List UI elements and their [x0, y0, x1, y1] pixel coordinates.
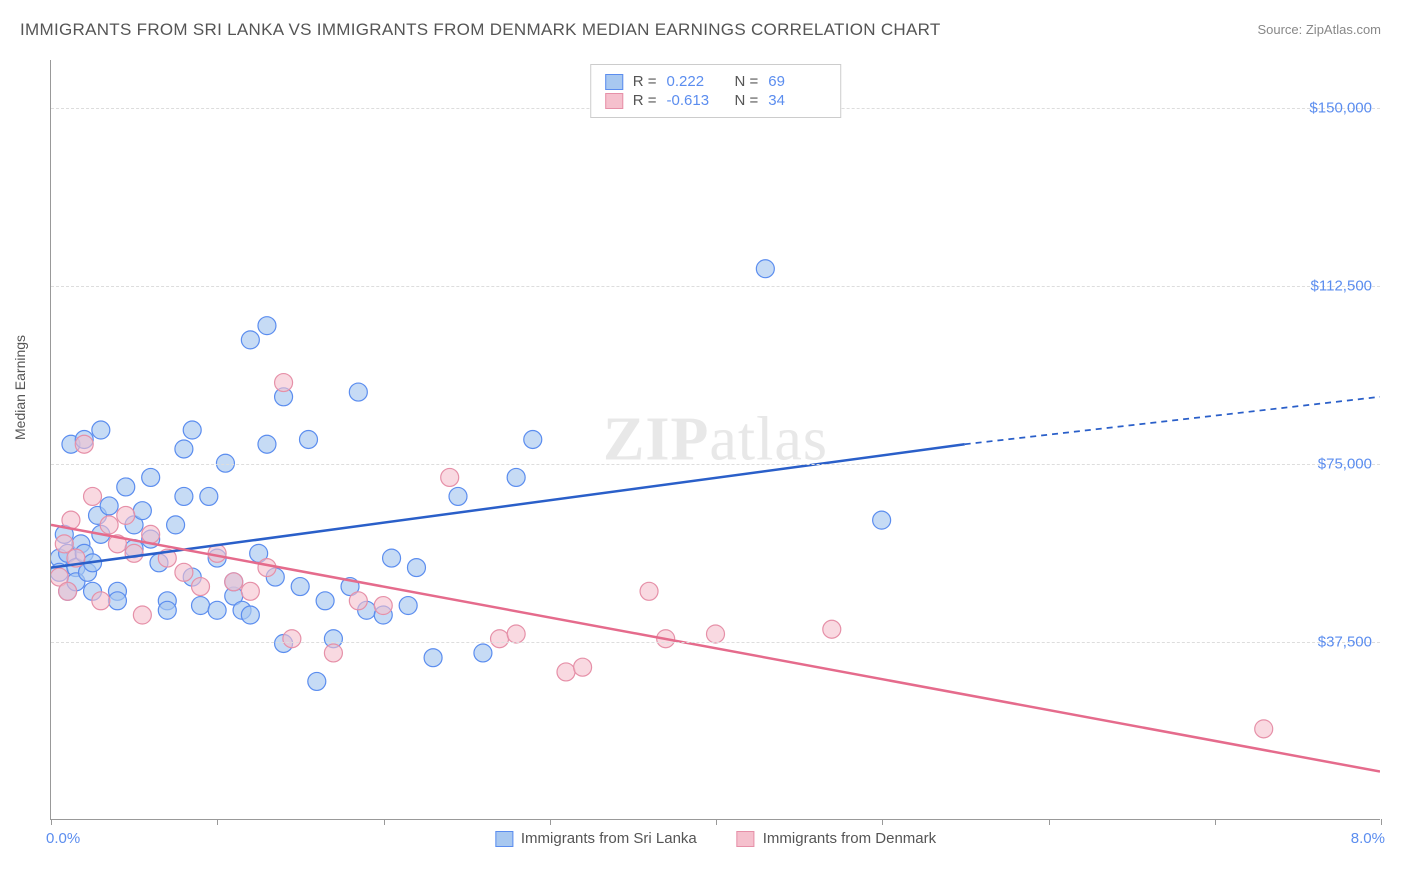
x-tick	[882, 819, 883, 825]
gridline	[51, 642, 1380, 643]
legend-item-denmark: Immigrants from Denmark	[737, 830, 936, 847]
gridline	[51, 464, 1380, 465]
gridline	[51, 286, 1380, 287]
x-tick	[1215, 819, 1216, 825]
legend-label-denmark: Immigrants from Denmark	[763, 830, 936, 847]
n-label: N =	[735, 92, 759, 109]
x-tick	[1381, 819, 1382, 825]
x-tick	[217, 819, 218, 825]
y-axis-label: Median Earnings	[12, 335, 28, 440]
swatch-denmark-bottom	[737, 831, 755, 847]
x-axis-max-label: 8.0%	[1351, 830, 1385, 847]
y-tick-label: $112,500	[1311, 277, 1372, 294]
legend-label-srilanka: Immigrants from Sri Lanka	[521, 830, 697, 847]
swatch-denmark	[605, 93, 623, 109]
x-tick	[51, 819, 52, 825]
legend-row-srilanka: R = 0.222 N = 69	[605, 73, 827, 90]
legend-stats: R = 0.222 N = 69 R = -0.613 N = 34	[590, 64, 842, 118]
source-attribution: Source: ZipAtlas.com	[1257, 22, 1381, 37]
swatch-srilanka-bottom	[495, 831, 513, 847]
x-tick	[384, 819, 385, 825]
n-label: N =	[735, 73, 759, 90]
chart-title: IMMIGRANTS FROM SRI LANKA VS IMMIGRANTS …	[20, 20, 941, 40]
y-tick-label: $150,000	[1309, 99, 1372, 116]
n-value-srilanka: 69	[768, 73, 826, 90]
r-label: R =	[633, 73, 657, 90]
legend-item-srilanka: Immigrants from Sri Lanka	[495, 830, 697, 847]
scatter-svg	[51, 60, 1380, 819]
x-tick	[1049, 819, 1050, 825]
y-tick-label: $75,000	[1318, 455, 1372, 472]
x-axis-min-label: 0.0%	[46, 830, 80, 847]
r-label: R =	[633, 92, 657, 109]
swatch-srilanka	[605, 74, 623, 90]
chart-container: IMMIGRANTS FROM SRI LANKA VS IMMIGRANTS …	[0, 0, 1406, 892]
legend-row-denmark: R = -0.613 N = 34	[605, 92, 827, 109]
x-tick	[716, 819, 717, 825]
y-tick-label: $37,500	[1318, 633, 1372, 650]
n-value-denmark: 34	[768, 92, 826, 109]
r-value-denmark: -0.613	[667, 92, 725, 109]
r-value-srilanka: 0.222	[667, 73, 725, 90]
legend-series: Immigrants from Sri Lanka Immigrants fro…	[495, 830, 936, 847]
plot-area: ZIPatlas R = 0.222 N = 69 R = -0.613 N =…	[50, 60, 1380, 820]
x-tick	[550, 819, 551, 825]
